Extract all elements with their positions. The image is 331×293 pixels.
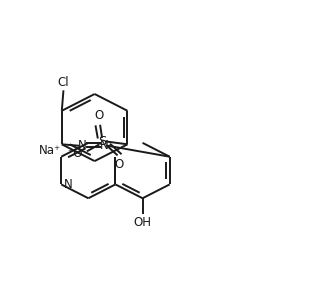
Text: O: O	[115, 158, 124, 171]
Text: Na⁺: Na⁺	[38, 144, 61, 157]
Text: OH: OH	[134, 216, 152, 229]
Text: N: N	[64, 178, 72, 191]
Text: N: N	[78, 139, 87, 152]
Text: S: S	[99, 135, 107, 148]
Text: O: O	[95, 110, 104, 122]
Text: ⁻O: ⁻O	[67, 147, 83, 160]
Text: N: N	[100, 139, 109, 152]
Text: Cl: Cl	[58, 76, 69, 89]
